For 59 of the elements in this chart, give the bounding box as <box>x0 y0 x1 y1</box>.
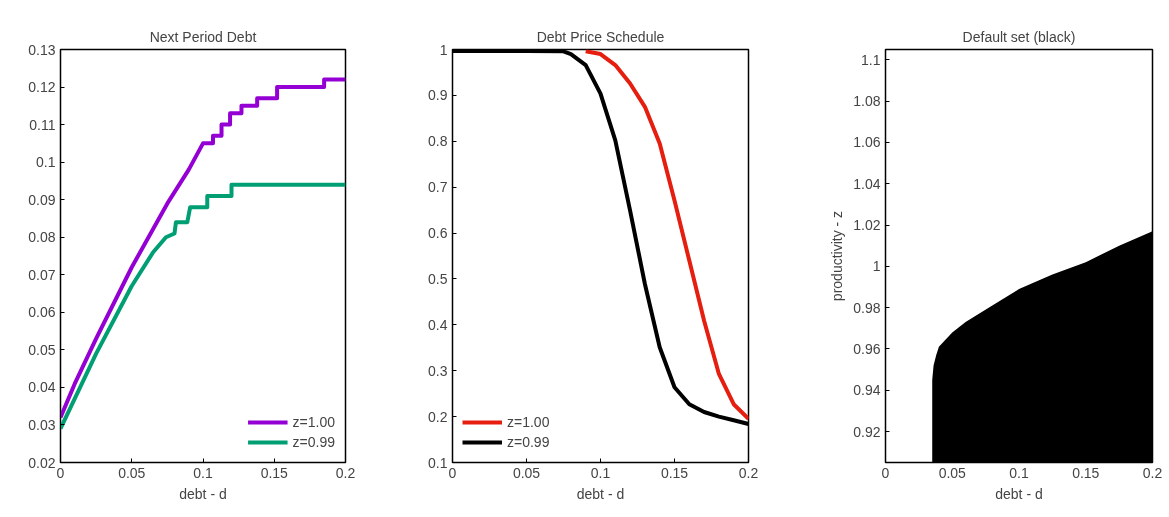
legend-label: z=1.00 <box>292 414 335 430</box>
chart-title: Next Period Debt <box>149 28 257 45</box>
y-tick-label: 1.02 <box>853 217 881 234</box>
y-tick-label: 0.9 <box>428 87 448 104</box>
y-tick-label: 0.02 <box>28 454 56 471</box>
x-axis-title: debt - d <box>576 485 625 502</box>
y-axis-title: productivity - z <box>829 210 846 302</box>
y-tick-label: 0.3 <box>428 362 448 379</box>
y-tick-label: 0.4 <box>428 316 448 333</box>
y-tick-label: 0.03 <box>28 416 56 433</box>
x-tick-label: 0 <box>881 464 890 481</box>
y-tick-label: 0.2 <box>428 408 448 425</box>
y-tick-label: 0.09 <box>28 191 56 208</box>
x-axis-title: debt - d <box>995 485 1043 502</box>
x-tick-label: 0.2 <box>335 464 356 481</box>
y-tick-label: 0.92 <box>853 423 881 440</box>
x-tick-label: 0.2 <box>738 464 759 481</box>
y-tick-label: 0.96 <box>853 340 881 357</box>
x-tick-label: 0.05 <box>938 464 967 481</box>
legend-label: z=0.99 <box>292 434 335 450</box>
x-tick-label: 0.1 <box>590 464 611 481</box>
y-tick-label: 0.05 <box>28 341 56 358</box>
chart-title: Debt Price Schedule <box>536 28 665 45</box>
y-tick-label: 0.8 <box>428 133 448 150</box>
y-tick-label: 0.7 <box>428 179 448 196</box>
y-tick-label: 0.13 <box>28 41 56 58</box>
x-tick-label: 0.05 <box>512 464 541 481</box>
y-tick-label: 0.5 <box>428 270 448 287</box>
y-tick-label: 1.08 <box>853 93 881 110</box>
x-tick-label: 0 <box>448 464 457 481</box>
legend-label: z=1.00 <box>507 414 550 430</box>
x-tick-label: 0.15 <box>1072 464 1100 481</box>
y-tick-label: 1 <box>439 41 448 58</box>
x-tick-label: 0.1 <box>1009 464 1029 481</box>
y-tick-label: 0.1 <box>36 154 56 171</box>
y-tick-label: 0.6 <box>428 225 448 242</box>
y-tick-label: 0.12 <box>28 79 56 96</box>
y-tick-label: 0.94 <box>853 382 881 399</box>
line-series <box>60 182 346 431</box>
y-tick-label: 0.98 <box>853 299 881 316</box>
y-tick-label: 0.06 <box>28 304 56 321</box>
x-tick-label: 0.15 <box>260 464 289 481</box>
x-axis-title: debt - d <box>179 485 227 502</box>
y-tick-label: 0.11 <box>29 116 56 133</box>
chart-title: Default set (black) <box>962 28 1076 45</box>
x-tick-label: 0.1 <box>193 464 213 481</box>
line-series <box>583 49 749 421</box>
x-tick-label: 0.05 <box>118 464 146 481</box>
y-tick-label: 0.04 <box>28 379 56 396</box>
x-tick-label: 0.2 <box>1142 464 1163 481</box>
legend-label: z=0.99 <box>507 434 550 450</box>
y-tick-label: 1.1 <box>861 51 881 68</box>
y-tick-label: 1 <box>872 258 881 275</box>
x-tick-label: 0.15 <box>660 464 689 481</box>
y-tick-label: 0.07 <box>28 266 56 283</box>
x-tick-label: 0 <box>56 464 65 481</box>
y-tick-label: 1.06 <box>853 134 881 151</box>
y-tick-label: 0.08 <box>28 229 56 246</box>
y-tick-label: 1.04 <box>853 175 881 192</box>
